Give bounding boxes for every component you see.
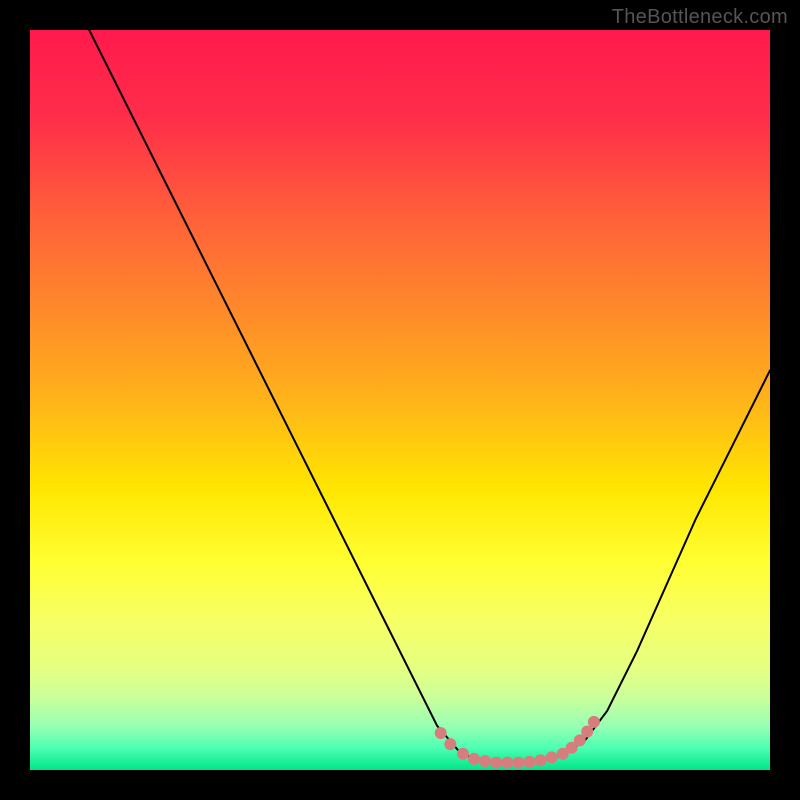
highlight-dot [535,754,547,766]
highlight-dot [490,757,502,769]
highlight-dot [546,751,558,763]
highlight-dot [501,757,513,769]
highlight-dot [468,753,480,765]
highlight-dot [524,756,536,768]
highlight-dot [512,757,524,769]
chart-svg [30,30,770,770]
highlight-dot [588,716,600,728]
highlight-dot [479,755,491,767]
chart-background [30,30,770,770]
highlight-dot [435,727,447,739]
watermark-text: TheBottleneck.com [612,6,788,29]
highlight-dot [457,748,469,760]
chart-plot-area [30,30,770,770]
highlight-dot [444,738,456,750]
